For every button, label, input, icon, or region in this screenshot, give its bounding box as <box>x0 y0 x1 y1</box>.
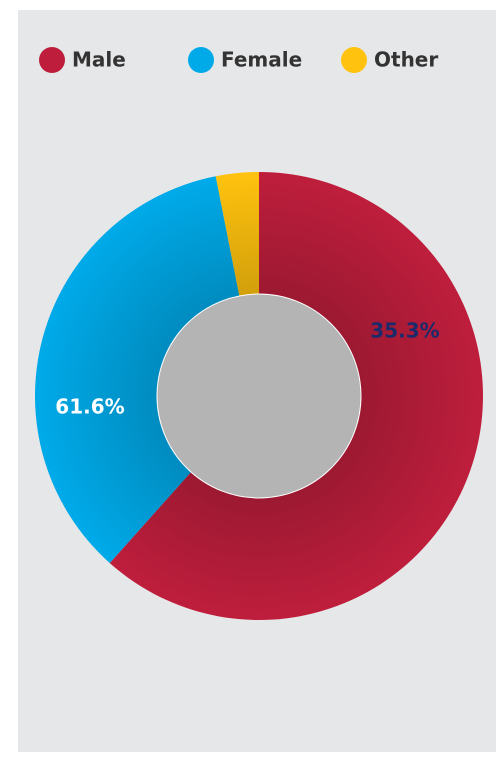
legend-swatch <box>39 47 65 73</box>
value-label: 61.6% <box>55 395 124 419</box>
legend-label: Female <box>221 48 302 72</box>
value-label: 35.3% <box>370 319 439 343</box>
chart: Male Female Other 61.6% 35.3% <box>0 0 496 770</box>
legend-label: Male <box>72 48 126 72</box>
legend-swatch <box>341 47 367 73</box>
center-photo <box>157 294 361 498</box>
legend-label: Other <box>374 48 438 72</box>
legend-swatch <box>188 47 214 73</box>
